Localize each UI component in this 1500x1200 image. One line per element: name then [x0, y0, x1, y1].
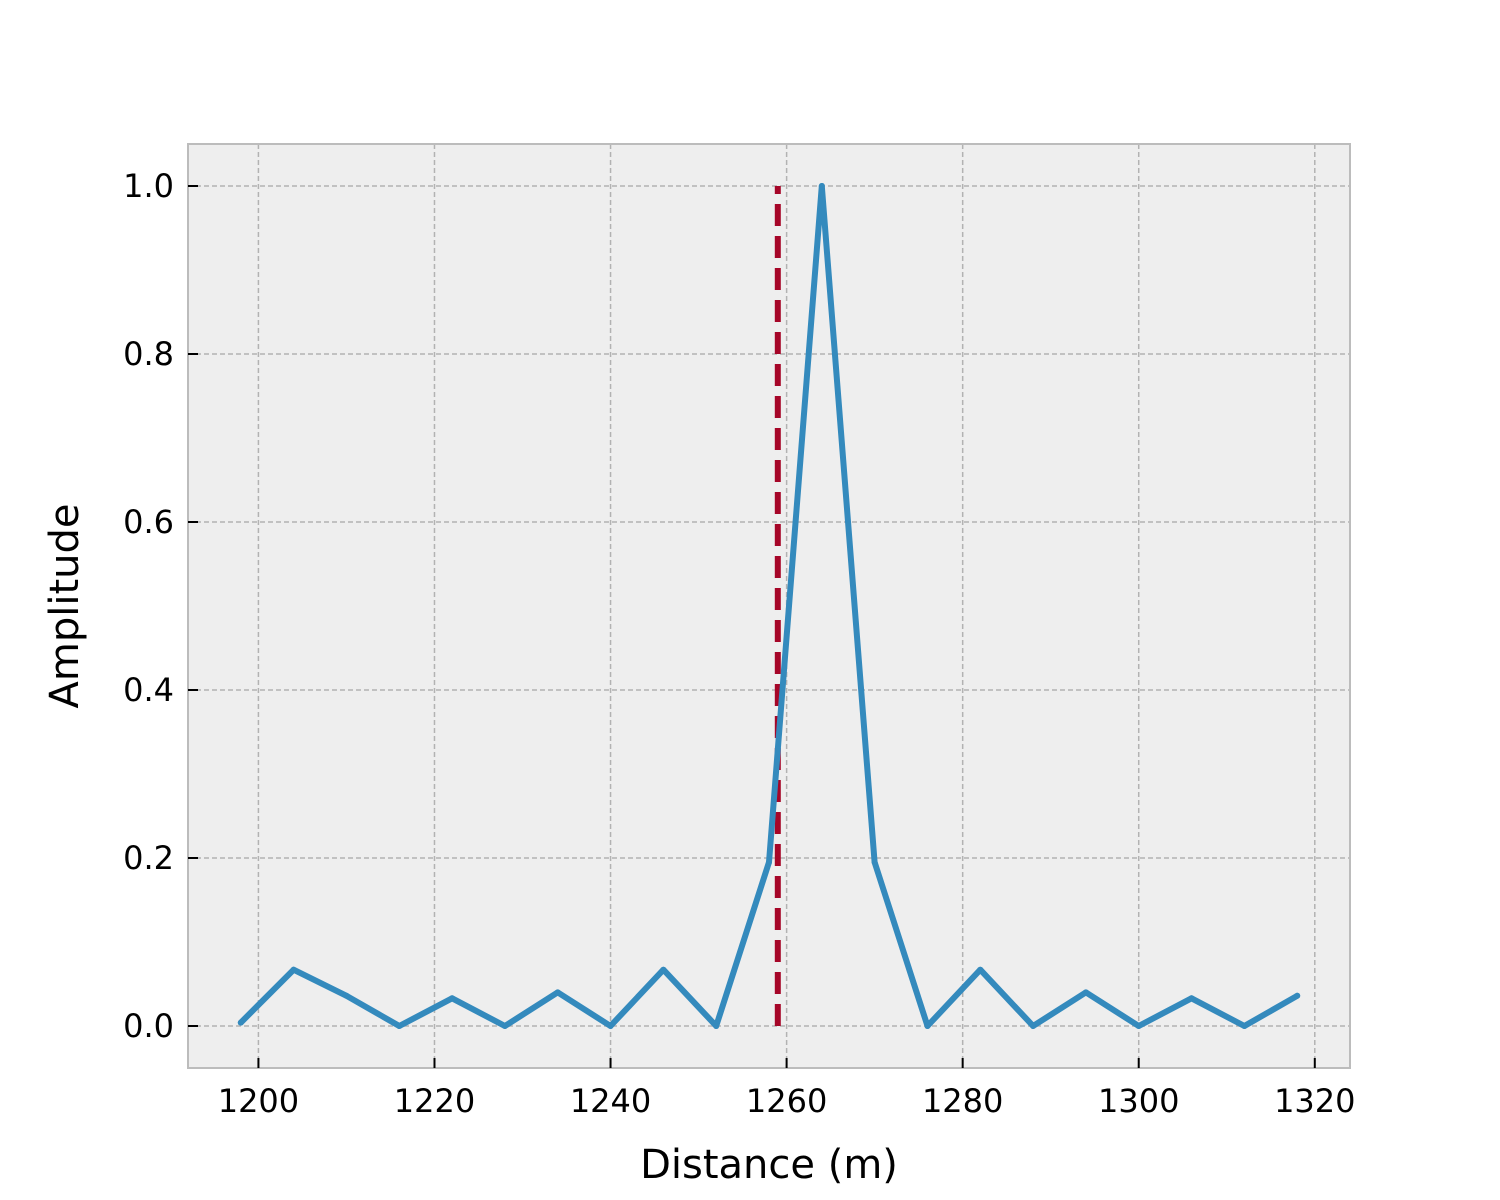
- y-tick-label: 0.4: [123, 671, 174, 709]
- data-point: [1135, 1023, 1142, 1029]
- data-point: [237, 1019, 244, 1026]
- y-tick-label: 0.0: [123, 1007, 174, 1045]
- data-point: [396, 1023, 403, 1029]
- x-tick-label: 1200: [218, 1082, 299, 1120]
- data-point: [1082, 989, 1089, 996]
- grid-lines: [188, 144, 1350, 1068]
- plot-frame: [187, 143, 1351, 1069]
- data-point: [554, 989, 561, 996]
- data-point: [290, 966, 297, 973]
- plot-area-background: [188, 144, 1350, 1068]
- data-point: [449, 995, 456, 1002]
- x-axis-label: Distance (m): [640, 1142, 898, 1188]
- x-tick-label: 1320: [1274, 1082, 1355, 1120]
- y-ticks: 0.0 0.2 0.4 0.6 0.8 1.0: [123, 167, 198, 1045]
- data-point: [1294, 992, 1301, 999]
- y-tick-label: 0.8: [123, 335, 174, 373]
- x-ticks: 1200 1220 1240 1260 1280 1300 1320: [218, 1058, 1356, 1120]
- data-point: [1188, 995, 1195, 1002]
- y-tick-label: 0.2: [123, 839, 174, 877]
- data-point: [607, 1023, 614, 1029]
- data-point: [501, 1023, 508, 1029]
- x-tick-label: 1220: [394, 1082, 475, 1120]
- x-tick-label: 1300: [1098, 1082, 1179, 1120]
- y-tick-label: 0.6: [123, 503, 174, 541]
- data-point: [1030, 1023, 1037, 1029]
- data-point: [871, 859, 878, 866]
- data-point: [977, 966, 984, 973]
- series-group: [237, 183, 1301, 1029]
- data-point: [713, 1023, 720, 1029]
- data-point: [818, 183, 825, 189]
- x-tick-label: 1240: [570, 1082, 651, 1120]
- data-point: [1241, 1023, 1248, 1029]
- data-point: [766, 859, 772, 866]
- x-tick-label: 1260: [746, 1082, 827, 1120]
- y-axis-label: Amplitude: [42, 504, 88, 709]
- data-point: [343, 992, 350, 999]
- data-point: [660, 966, 667, 973]
- data-point: [924, 1023, 931, 1029]
- x-tick-label: 1280: [922, 1082, 1003, 1120]
- y-tick-label: 1.0: [123, 167, 174, 205]
